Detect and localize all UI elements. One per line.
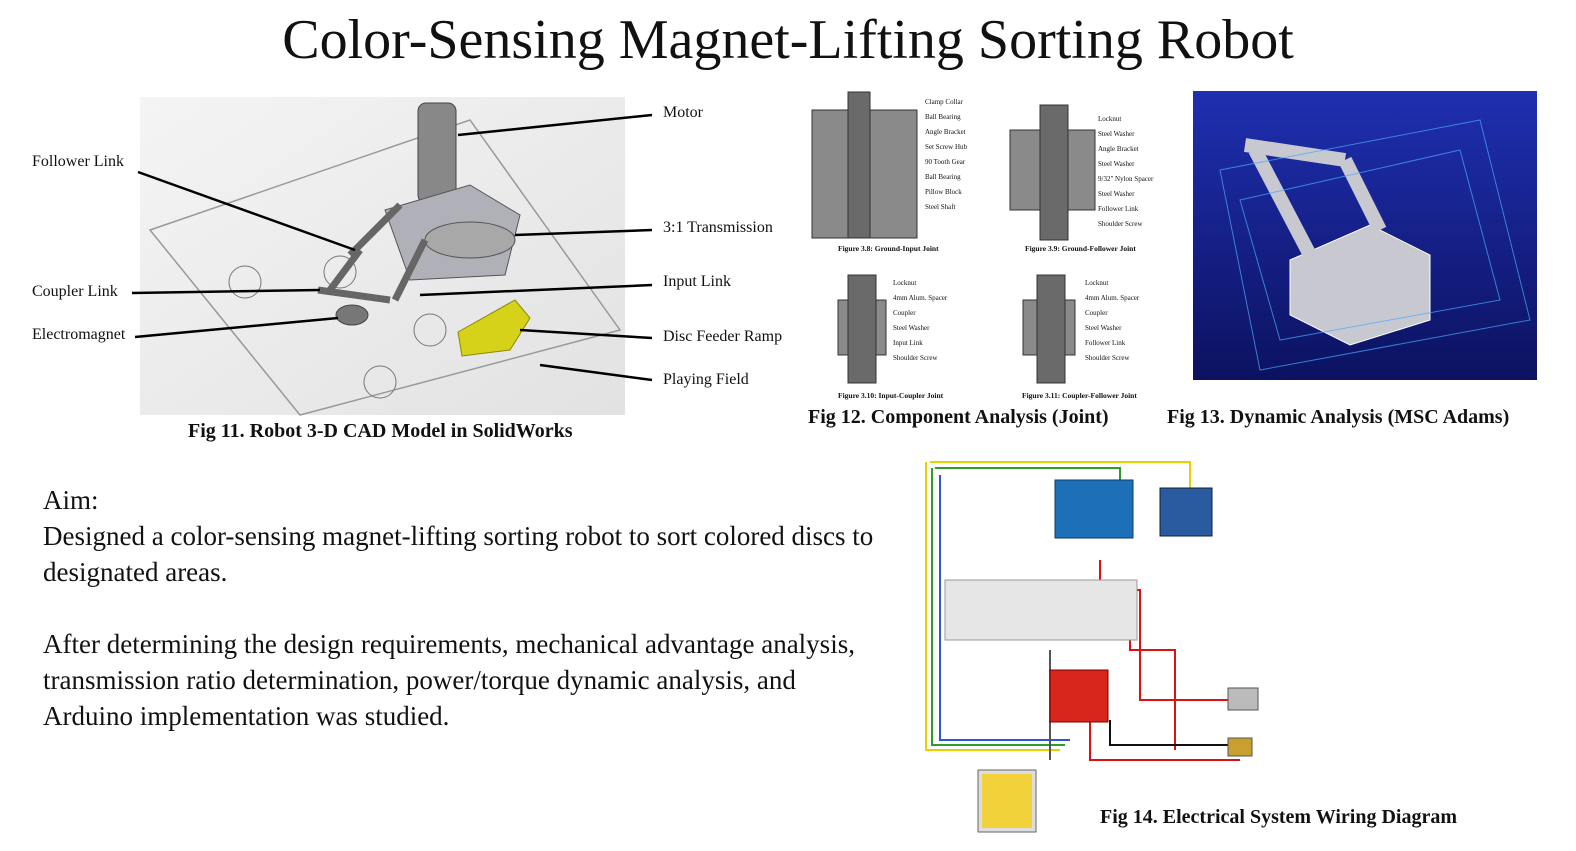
part-label: Clamp Collar	[925, 98, 963, 106]
part-label: Locknut	[893, 279, 917, 287]
callout-label: Coupler Link	[32, 283, 118, 300]
subfigure-caption: Figure 3.8: Ground-Input Joint	[838, 244, 939, 253]
figure-caption: Fig 13. Dynamic Analysis (MSC Adams)	[1167, 406, 1510, 428]
part-label: Locknut	[1098, 115, 1122, 123]
subfigure-caption: Figure 3.11: Coupler-Follower Joint	[1022, 391, 1137, 400]
part-label: Steel Washer	[893, 324, 930, 332]
part-label: Shoulder Screw	[893, 354, 938, 362]
joint-images	[811, 91, 1096, 384]
part-label: Steel Washer	[1098, 190, 1135, 198]
part-label: 9/32" Nylon Spacer	[1098, 175, 1154, 183]
part-label: Input Link	[893, 339, 923, 347]
part-label: Ball Bearing	[925, 173, 961, 181]
part-label: Follower Link	[1098, 205, 1139, 213]
callout-label: Electromagnet	[32, 326, 126, 343]
part-label: Steel Shaft	[925, 203, 956, 211]
figure-caption: Fig 12. Component Analysis (Joint)	[808, 406, 1109, 428]
wiring-image	[925, 461, 1259, 833]
callout-label: Playing Field	[663, 371, 749, 388]
callout-label: Motor	[663, 104, 703, 121]
part-label: 90 Tooth Gear	[925, 158, 966, 166]
part-label: Coupler	[1085, 309, 1108, 317]
part-label: Shoulder Screw	[1085, 354, 1130, 362]
callout-label: Follower Link	[32, 153, 124, 170]
part-label: Steel Washer	[1085, 324, 1122, 332]
part-label: Pillow Block	[925, 188, 962, 196]
adams-image	[1193, 91, 1537, 380]
subfigure-caption: Figure 3.10: Input-Coupler Joint	[838, 391, 944, 400]
part-label: Set Screw Hub	[925, 143, 967, 151]
part-label: Locknut	[1085, 279, 1109, 287]
part-label: Steel Washer	[1098, 130, 1135, 138]
paragraph: Designed a color-sensing magnet-lifting …	[43, 521, 874, 587]
figure-caption: Fig 14. Electrical System Wiring Diagram	[1100, 806, 1457, 828]
part-label: Coupler	[893, 309, 916, 317]
part-label: Steel Washer	[1098, 160, 1135, 168]
part-label: Angle Bracket	[925, 128, 966, 136]
paragraph: After determining the design requirement…	[43, 629, 855, 731]
cad-image	[131, 97, 653, 416]
aim-heading: Aim:	[43, 485, 99, 515]
part-label: Ball Bearing	[925, 113, 961, 121]
part-label: 4mm Alum. Spacer	[1085, 294, 1140, 302]
part-label: Follower Link	[1085, 339, 1126, 347]
part-label: 4mm Alum. Spacer	[893, 294, 948, 302]
figure-caption: Fig 11. Robot 3-D CAD Model in SolidWork…	[188, 420, 573, 442]
aim-text: Aim: Designed a color-sensing magnet-lif…	[43, 482, 883, 770]
callout-label: Disc Feeder Ramp	[663, 328, 783, 345]
subfigure-caption: Figure 3.9: Ground-Follower Joint	[1025, 244, 1136, 253]
callout-label: 3:1 Transmission	[663, 219, 773, 236]
slide-title: Color-Sensing Magnet-Lifting Sorting Rob…	[282, 9, 1294, 71]
part-label: Shoulder Screw	[1098, 220, 1143, 228]
callout-label: Input Link	[663, 273, 731, 290]
part-label: Angle Bracket	[1098, 145, 1139, 153]
